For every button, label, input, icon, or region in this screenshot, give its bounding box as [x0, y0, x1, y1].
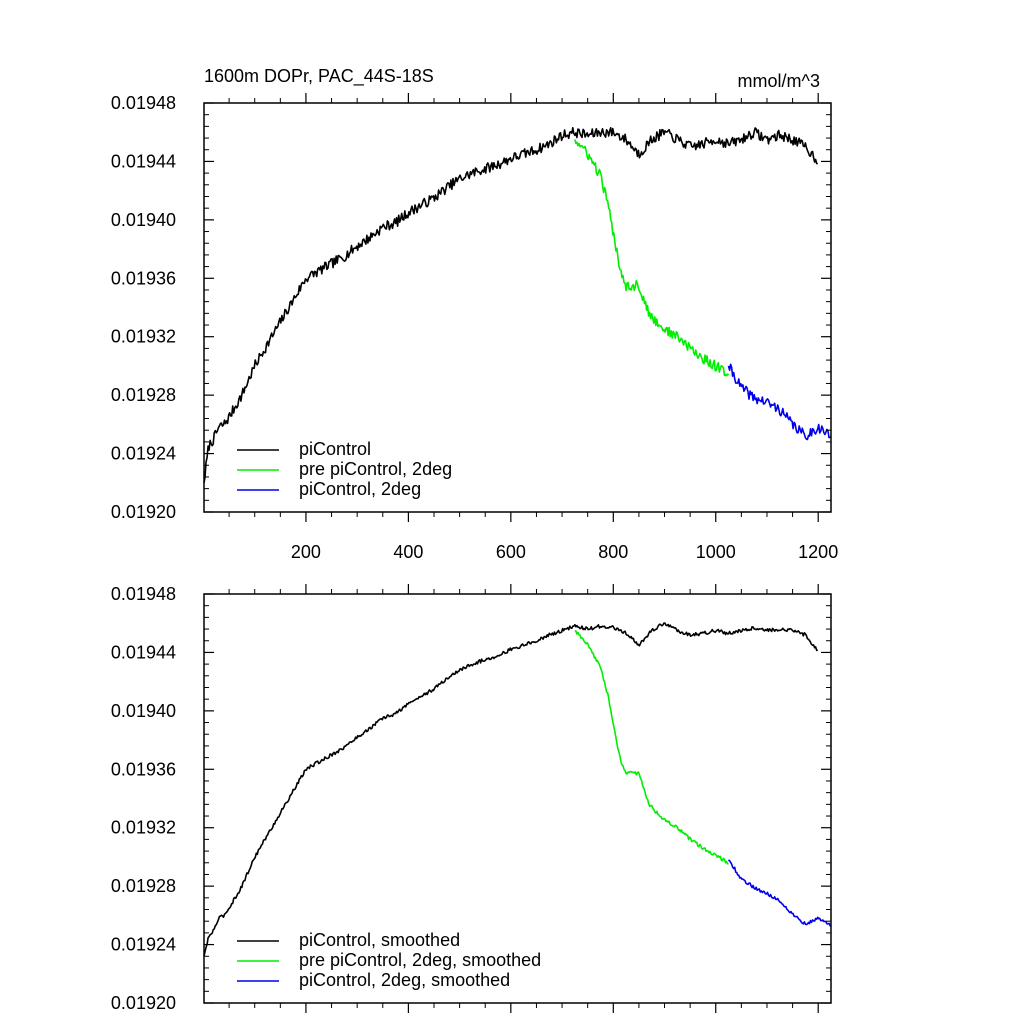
x-tick-label: 600: [496, 542, 526, 562]
top-chart-panel: 1600m DOPr, PAC_44S-18S mmol/m^3 0.01920…: [111, 66, 838, 562]
series-line-0: [203, 127, 818, 483]
bottom-chart-panel: 0.01920 0.01924 0.01928 0.01932 0.01936 0.019…: [111, 584, 832, 1013]
y-tick-label: 0.01944: [111, 151, 176, 171]
legend-label-0: piControl: [299, 439, 371, 459]
units-label: mmol/m^3: [738, 71, 820, 91]
legend-label-2: piControl, 2deg: [299, 479, 421, 499]
y-tick-label: 0.01920: [111, 993, 176, 1013]
y-tick-label: 0.01940: [111, 210, 176, 230]
y-tick-label: 0.01928: [111, 385, 176, 405]
y-tick-label: 0.01944: [111, 642, 176, 662]
y-tick-label: 0.01932: [111, 818, 176, 838]
series-line-2: [727, 363, 832, 441]
plot-frame: [203, 102, 832, 513]
series-line-2: [727, 859, 832, 928]
y-tick-label: 0.01920: [111, 502, 176, 522]
y-tick-label: 0.01936: [111, 759, 176, 779]
y-tick-label: 0.01932: [111, 327, 176, 347]
legend-label-0: piControl, smoothed: [299, 930, 460, 950]
x-tick-label: 400: [393, 542, 423, 562]
legend-label-1: pre piControl, 2deg: [299, 459, 452, 479]
x-tick-label: 200: [291, 542, 321, 562]
y-tick-label: 0.01924: [111, 935, 176, 955]
y-tick-label: 0.01924: [111, 444, 176, 464]
x-tick-label: 1000: [696, 542, 736, 562]
series-line-1: [574, 139, 730, 377]
legend-label-1: pre piControl, 2deg, smoothed: [299, 950, 541, 970]
series-line-0: [203, 622, 819, 957]
chart-title: 1600m DOPr, PAC_44S-18S: [204, 66, 434, 87]
y-tick-label: 0.01948: [111, 93, 176, 113]
x-tick-label: 1200: [798, 542, 838, 562]
y-tick-label: 0.01948: [111, 584, 176, 604]
y-tick-label: 0.01936: [111, 268, 176, 288]
y-tick-label: 0.01928: [111, 876, 176, 896]
legend-label-2: piControl, 2deg, smoothed: [299, 970, 510, 990]
series-line-1: [574, 629, 729, 865]
y-tick-label: 0.01940: [111, 701, 176, 721]
x-tick-label: 800: [598, 542, 628, 562]
plot-frame: [203, 593, 832, 1004]
